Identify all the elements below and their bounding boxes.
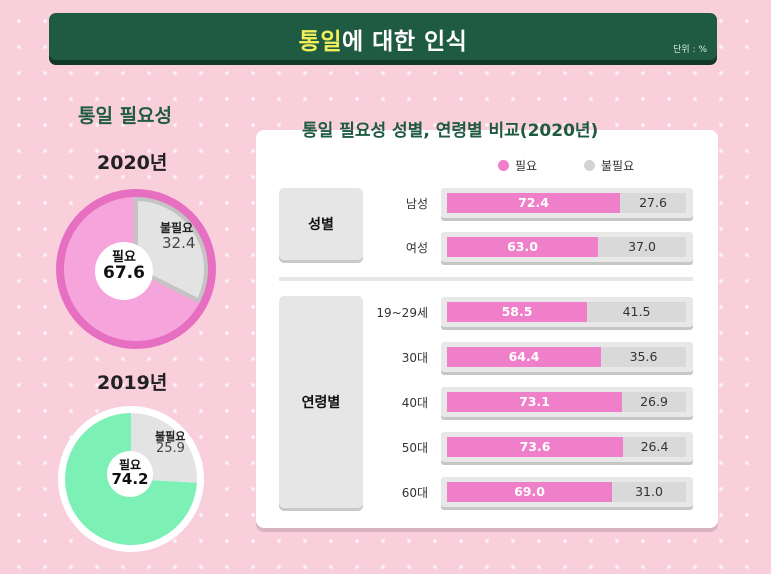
comparison-title: 통일 필요성 성별, 연령별 비교(2020년) bbox=[302, 121, 599, 141]
bar-need-value: 63.0 bbox=[507, 239, 538, 254]
donut-2019 bbox=[58, 406, 204, 552]
legend-need-label: 필요 bbox=[515, 159, 538, 173]
bar-need-segment bbox=[447, 392, 622, 412]
bar-track: 69.0 31.0 bbox=[447, 482, 686, 502]
bar-noneed-value: 41.5 bbox=[622, 304, 651, 319]
row-label: 남성 bbox=[405, 197, 428, 211]
bar-need-value: 69.0 bbox=[514, 484, 545, 499]
row-label: 19~29세 bbox=[376, 306, 428, 320]
bar-noneed-value: 27.6 bbox=[639, 195, 667, 210]
bar-row: 72.4 27.6 bbox=[441, 188, 693, 218]
bar-need-value: 72.4 bbox=[518, 195, 549, 210]
bar-need-segment bbox=[447, 302, 587, 322]
title-highlight: 통일 bbox=[298, 29, 342, 55]
donut-2020 bbox=[56, 189, 216, 349]
bar-row: 73.1 26.9 bbox=[441, 387, 693, 417]
bar-row: 69.0 31.0 bbox=[441, 477, 693, 507]
row-label: 30대 bbox=[401, 351, 428, 365]
necessity-title: 통일 필요성 bbox=[78, 105, 173, 127]
bar-need-value: 64.4 bbox=[508, 349, 540, 364]
donut-2019-noneed-label: 불필요 bbox=[155, 430, 186, 443]
title-rest: 에 대한 인식 bbox=[342, 29, 468, 55]
legend-noneed: 불필요 bbox=[584, 157, 634, 174]
bar-need-segment bbox=[447, 347, 601, 367]
donut-2020-need-value: 67.6 bbox=[103, 263, 145, 283]
unit-note: 단위 : % bbox=[673, 45, 707, 55]
year-2020-label: 2020년 bbox=[97, 152, 168, 174]
donut-2020-noneed-value: 32.4 bbox=[162, 234, 196, 252]
bar-need-segment bbox=[447, 193, 620, 213]
row-label: 여성 bbox=[405, 241, 428, 255]
group-divider bbox=[279, 277, 693, 281]
legend-noneed-label: 불필요 bbox=[601, 159, 635, 173]
donut-2020-slice-noneed bbox=[134, 196, 208, 304]
bar-track: 73.6 26.4 bbox=[447, 437, 686, 457]
bar-row: 63.0 37.0 bbox=[441, 232, 693, 262]
legend-need-swatch bbox=[498, 160, 509, 171]
bar-noneed-value: 35.6 bbox=[629, 349, 658, 364]
row-label: 60대 bbox=[401, 486, 428, 500]
bar-track: 64.4 35.6 bbox=[447, 347, 686, 367]
bar-need-segment bbox=[447, 237, 598, 257]
bar-row: 73.6 26.4 bbox=[441, 432, 693, 462]
legend-need: 필요 bbox=[498, 157, 537, 174]
title-banner: 통일에 대한 인식 단위 : % bbox=[49, 13, 717, 60]
donut-2019-noneed-value: 25.9 bbox=[156, 441, 185, 456]
bar-track: 72.4 27.6 bbox=[447, 193, 686, 213]
donut-2020-noneed-label: 불필요 bbox=[160, 221, 194, 235]
bar-noneed-value: 26.4 bbox=[640, 439, 669, 454]
year-2019-label: 2019년 bbox=[97, 372, 168, 394]
donut-2020-need-label: 필요 bbox=[112, 250, 136, 265]
row-label: 40대 bbox=[401, 396, 428, 410]
bar-noneed-value: 37.0 bbox=[628, 239, 656, 254]
bar-need-value: 58.5 bbox=[501, 304, 533, 319]
donut-2019-center bbox=[107, 451, 153, 497]
bar-need-segment bbox=[447, 482, 612, 502]
donut-2020-center bbox=[95, 242, 153, 300]
bar-need-value: 73.1 bbox=[519, 394, 550, 409]
row-label: 50대 bbox=[401, 441, 428, 455]
legend-noneed-swatch bbox=[584, 160, 595, 171]
bar-track: 63.0 37.0 bbox=[447, 237, 686, 257]
bar-track: 73.1 26.9 bbox=[447, 392, 686, 412]
donut-2019-need-value: 74.2 bbox=[111, 470, 149, 488]
bar-noneed-value: 26.9 bbox=[640, 394, 668, 409]
donut-2019-need-label: 필요 bbox=[118, 458, 142, 472]
bar-row: 58.5 41.5 bbox=[441, 297, 693, 327]
bar-noneed-value: 31.0 bbox=[635, 484, 663, 499]
group-age: 연령별 bbox=[279, 296, 363, 508]
group-gender: 성별 bbox=[279, 188, 363, 260]
bar-row: 64.4 35.6 bbox=[441, 342, 693, 372]
bar-need-value: 73.6 bbox=[519, 439, 551, 454]
bar-track: 58.5 41.5 bbox=[447, 302, 686, 322]
bar-need-segment bbox=[447, 437, 623, 457]
page-title: 통일에 대한 인식 bbox=[49, 22, 717, 56]
